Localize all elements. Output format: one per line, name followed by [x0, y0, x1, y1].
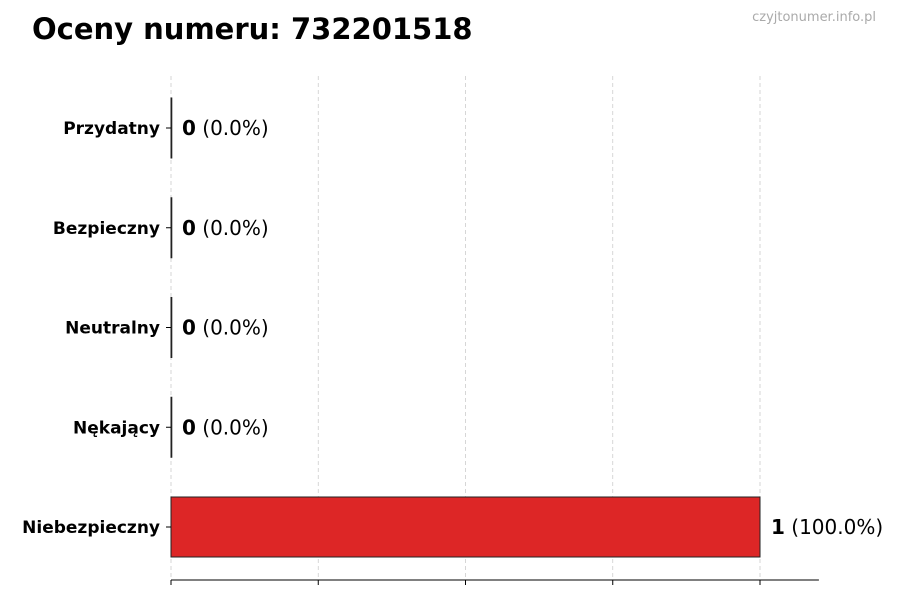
category-label: Nękający	[73, 418, 160, 438]
category-label: Neutralny	[65, 319, 160, 339]
data-label-percent: (0.0%)	[196, 316, 269, 340]
data-label: 0 (0.0%)	[182, 316, 269, 340]
data-label: 0 (0.0%)	[182, 216, 269, 240]
category-label: Niebezpieczny	[22, 518, 160, 538]
data-label: 0 (0.0%)	[182, 116, 269, 140]
bar	[170, 197, 173, 259]
bar	[170, 97, 173, 159]
data-label: 0 (0.0%)	[182, 415, 269, 439]
data-label-value: 0	[182, 316, 196, 340]
bar	[170, 297, 173, 358]
bar	[170, 396, 173, 458]
data-label-percent: (100.0%)	[785, 515, 883, 539]
data-label-value: 1	[771, 515, 785, 539]
bar	[170, 496, 761, 558]
data-label-value: 0	[182, 216, 196, 240]
category-label: Bezpieczny	[53, 219, 160, 239]
data-label-percent: (0.0%)	[196, 415, 269, 439]
data-label-percent: (0.0%)	[196, 116, 269, 140]
data-label-value: 0	[182, 415, 196, 439]
data-label-value: 0	[182, 116, 196, 140]
category-label: Przydatny	[63, 119, 160, 139]
data-label: 1 (100.0%)	[771, 515, 883, 539]
watermark: czyjtonumer.info.pl	[752, 10, 876, 25]
chart-title: Oceny numeru: 732201518	[32, 12, 473, 46]
data-label-percent: (0.0%)	[196, 216, 269, 240]
